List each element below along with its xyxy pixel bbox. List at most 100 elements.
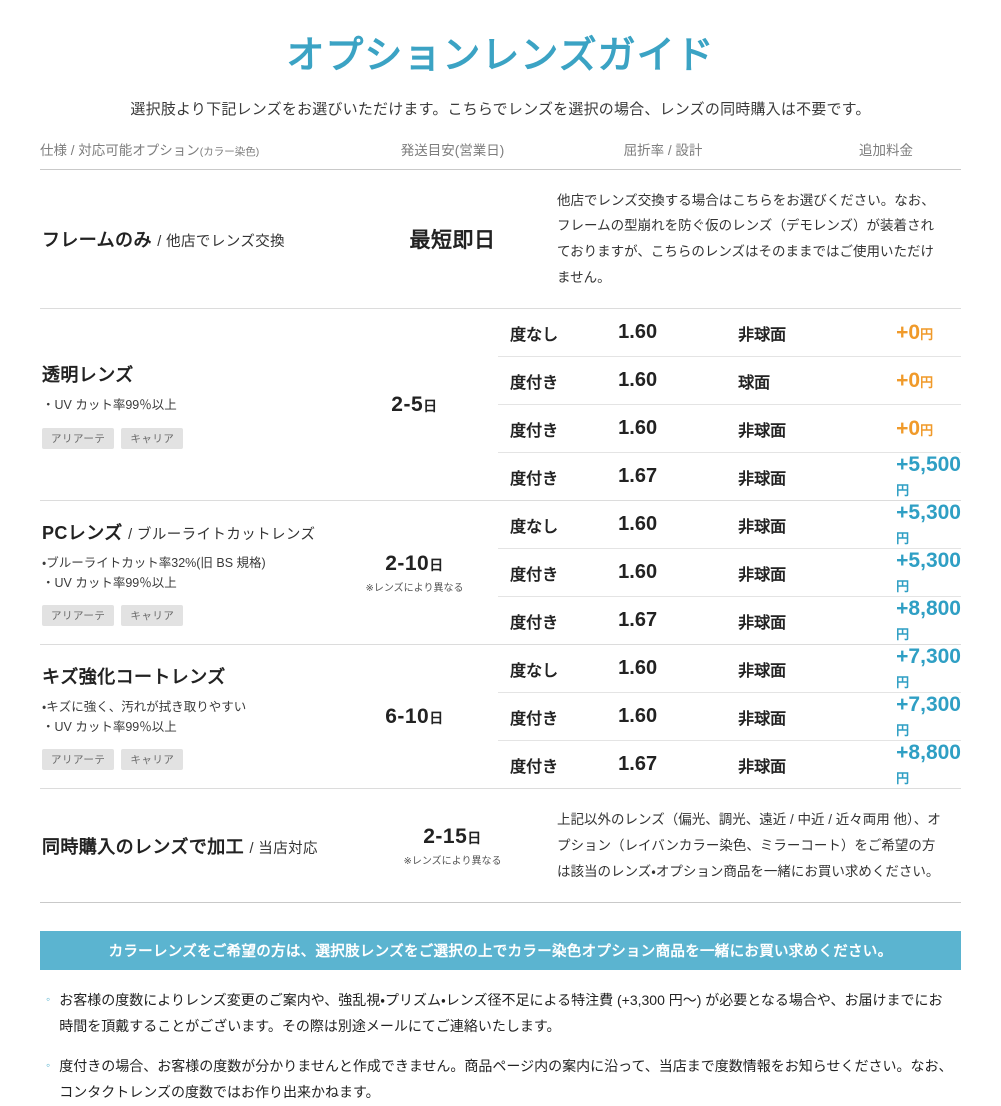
- option-price: +8,800 円: [888, 741, 961, 789]
- option-price: +0円: [888, 369, 961, 393]
- tag-carrier: キャリア: [121, 605, 184, 627]
- row-title: PCレンズ / ブルーライトカットレンズ: [42, 519, 321, 545]
- table-row: キズ強化コートレンズ ・キズに強く、汚れが拭き取りやすい ・UV カット率99％…: [40, 645, 961, 790]
- option-price-unit: 円: [896, 482, 910, 498]
- option-price-value: +7,300: [896, 644, 961, 668]
- shipping-unit: 日: [423, 397, 438, 414]
- shipping-unit: 日: [429, 556, 444, 573]
- option-degree: 度付き: [510, 374, 559, 392]
- notes-list: ◦ お客様の度数によりレンズ変更のご案内や、強乱視・プリズム・レンズ径不足による…: [46, 988, 955, 1106]
- option-degree: 度付き: [510, 710, 559, 728]
- option-design: 非球面: [738, 422, 787, 440]
- lens-option-row: 度付き 1.60 球面 +0円: [498, 357, 961, 406]
- table-row: PCレンズ / ブルーライトカットレンズ ・ブルーライトカット率32%(旧 BS…: [40, 501, 961, 646]
- shipping-days: 6-10: [385, 704, 430, 728]
- option-price: +5,300 円: [888, 501, 961, 549]
- shipping-value: 6-10日: [385, 705, 444, 729]
- row-bullet: ・UV カット率99％以上: [42, 398, 177, 413]
- row-detail-cell: 他店でレンズ交換する場合はこちらをお選びください。なお、フレームの型崩れを防ぐ仮…: [545, 170, 961, 309]
- row-description: 上記以外のレンズ（偏光、調光、遠近 / 中近 / 近々両用 他）、オプション（レ…: [557, 812, 941, 879]
- option-price: +5,500 円: [888, 453, 961, 501]
- option-index: 1.60: [618, 705, 658, 728]
- option-degree: 度付き: [510, 566, 559, 584]
- column-headers: 仕様 / 対応可能オプション(カラー染色) 発送目安(営業日) 屈折率 / 設計…: [0, 139, 1001, 169]
- lens-option-row: 度付き 1.67 非球面 +8,800 円: [498, 597, 961, 644]
- row-detail-cell: 度なし 1.60 非球面 +0円 度付き 1.60 球面 +0円 度付き 1.6…: [498, 309, 961, 500]
- option-index: 1.60: [618, 513, 658, 536]
- row-detail-cell: 上記以外のレンズ（偏光、調光、遠近 / 中近 / 近々両用 他）、オプション（レ…: [545, 789, 961, 902]
- option-lens-guide-page: オプションレンズガイド 選択肢より下記レンズをお選びいただけます。こちらでレンズ…: [0, 35, 1001, 1100]
- shipping-unit: 日: [467, 829, 482, 846]
- option-index: 1.60: [618, 561, 658, 584]
- row-title: キズ強化コートレンズ: [42, 663, 321, 689]
- page-title: オプションレンズガイド: [286, 35, 715, 77]
- shipping-value: 2-15日: [423, 825, 482, 849]
- row-shipping-cell: 6-10日: [331, 645, 498, 788]
- option-price-unit: 円: [896, 722, 910, 738]
- option-index: 1.60: [618, 417, 658, 440]
- row-spec-cell: フレームのみ / 他店でレンズ交換: [40, 170, 360, 309]
- option-design: 非球面: [738, 710, 787, 728]
- table-row: 透明レンズ ・UV カット率99％以上 アリアーテ キャリア 2-5日 度なし: [40, 309, 961, 502]
- column-header-spec: 仕様 / 対応可能オプション(カラー染色): [40, 139, 360, 159]
- row-bullets: ・UV カット率99％以上: [42, 396, 321, 415]
- option-price-unit: 円: [896, 530, 910, 546]
- row-title: 同時購入のレンズで加工 / 当店対応: [42, 833, 350, 859]
- lens-option-row: 度なし 1.60 非球面 +0円: [498, 309, 961, 358]
- option-price: +7,300 円: [888, 693, 961, 741]
- row-tags: アリアーテ キャリア: [42, 749, 321, 771]
- option-price-value: +0: [896, 368, 921, 392]
- column-header-spec-label: 仕様 / 対応可能オプション: [40, 142, 200, 158]
- option-design: 非球面: [738, 566, 787, 584]
- shipping-days: 2-15: [423, 824, 468, 848]
- option-degree: 度なし: [510, 518, 559, 536]
- option-price-value: +5,500: [896, 452, 961, 476]
- list-item: ◦ お客様の度数によりレンズ変更のご案内や、強乱視・プリズム・レンズ径不足による…: [46, 988, 955, 1040]
- row-bullet: ・UV カット率99％以上: [42, 575, 177, 590]
- circle-bullet-icon: ◦: [46, 992, 51, 1007]
- option-degree: 度なし: [510, 662, 559, 680]
- option-price-unit: 円: [896, 770, 910, 786]
- shipping-days: 最短即日: [409, 229, 496, 253]
- row-shipping-cell: 2-5日: [331, 309, 498, 500]
- row-title-main: フレームのみ: [42, 230, 152, 251]
- lens-option-row: 度付き 1.67 非球面 +5,500 円: [498, 453, 961, 500]
- option-design: 非球面: [738, 614, 787, 632]
- option-design: 非球面: [738, 518, 787, 536]
- row-title-main: キズ強化コートレンズ: [42, 667, 226, 688]
- row-title-sub: / ブルーライトカットレンズ: [128, 527, 316, 544]
- row-detail-cell: 度なし 1.60 非球面 +7,300 円 度付き 1.60 非球面 +7,300…: [498, 645, 961, 788]
- row-shipping-cell: 2-10日 ※レンズにより異なる: [331, 501, 498, 644]
- note-text: お客様の度数によりレンズ変更のご案内や、強乱視・プリズム・レンズ径不足による特注…: [59, 992, 943, 1035]
- lens-option-row: 度付き 1.67 非球面 +8,800 円: [498, 741, 961, 788]
- shipping-value: 2-10日: [385, 552, 444, 576]
- option-degree: 度付き: [510, 614, 559, 632]
- column-header-shipping: 発送目安(営業日): [400, 142, 505, 158]
- shipping-days: 2-5: [391, 392, 424, 416]
- row-spec-cell: PCレンズ / ブルーライトカットレンズ ・ブルーライトカット率32%(旧 BS…: [40, 501, 331, 644]
- option-price-unit: 円: [920, 374, 934, 390]
- row-spec-cell: 同時購入のレンズで加工 / 当店対応: [40, 789, 360, 902]
- option-design: 非球面: [738, 662, 787, 680]
- option-price: +8,800 円: [888, 597, 961, 645]
- shipping-days: 2-10: [385, 551, 430, 575]
- row-bullet: ・UV カット率99％以上: [42, 719, 177, 734]
- option-price-value: +0: [896, 416, 921, 440]
- option-price: +0円: [888, 417, 961, 441]
- row-bullets: ・キズに強く、汚れが拭き取りやすい ・UV カット率99％以上: [42, 698, 321, 737]
- tag-ariate: アリアーテ: [42, 605, 115, 627]
- row-title-main: PCレンズ: [42, 523, 123, 544]
- option-price-value: +5,300: [896, 548, 961, 572]
- row-tags: アリアーテ キャリア: [42, 427, 321, 449]
- tag-ariate: アリアーテ: [42, 427, 115, 449]
- option-price-value: +8,800: [896, 740, 961, 764]
- option-price: +7,300 円: [888, 645, 961, 693]
- circle-bullet-icon: ◦: [46, 1058, 51, 1073]
- row-shipping-cell: 最短即日: [360, 170, 545, 309]
- shipping-value: 最短即日: [410, 224, 496, 254]
- option-index: 1.60: [618, 657, 658, 680]
- option-price-unit: 円: [896, 626, 910, 642]
- option-price-unit: 円: [896, 578, 910, 594]
- option-index: 1.60: [618, 369, 658, 392]
- option-index: 1.67: [618, 465, 658, 488]
